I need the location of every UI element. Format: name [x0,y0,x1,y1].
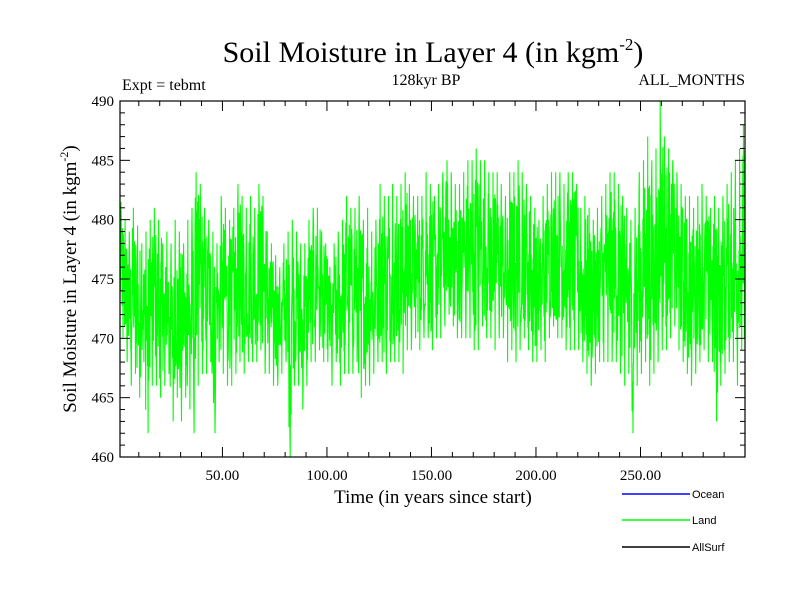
x-axis-label: Time (in years since start) [334,487,532,508]
legend-label-ocean: Ocean [692,489,724,501]
y-tick-label: 480 [92,213,115,229]
legend-label-allsurf: AllSurf [692,542,725,554]
x-tick-label: 200.00 [515,468,556,484]
y-tick-label: 490 [92,94,115,110]
chart-title: Soil Moisture in Layer 4 (in kgm-2) [223,35,644,69]
x-tick-label: 50.00 [206,468,240,484]
y-tick-label: 460 [92,450,115,466]
subtitle-period: 128kyr BP [392,72,461,89]
y-axis: 460 465 470 475 480 485 490 [92,94,745,466]
subtitle-expt: Expt = tebmt [122,77,206,94]
x-tick-label: 100.00 [306,468,347,484]
y-tick-label: 475 [92,272,115,288]
subtitle-months: ALL_MONTHS [638,72,745,89]
y-axis-label: Soil Moisture in Layer 4 (in kgm-2) [57,145,81,413]
x-tick-label: 150.00 [411,468,452,484]
series-line-land [119,100,746,458]
legend-label-land: Land [692,515,716,527]
x-tick-label: 250.00 [620,468,661,484]
x-axis: 50.00 100.00 150.00 200.00 250.00 [138,101,725,484]
y-tick-label: 485 [92,153,115,169]
y-tick-label: 465 [92,391,115,407]
legend: Ocean Land AllSurf [622,489,725,554]
y-tick-label: 470 [92,331,115,347]
plot-area [119,100,746,458]
